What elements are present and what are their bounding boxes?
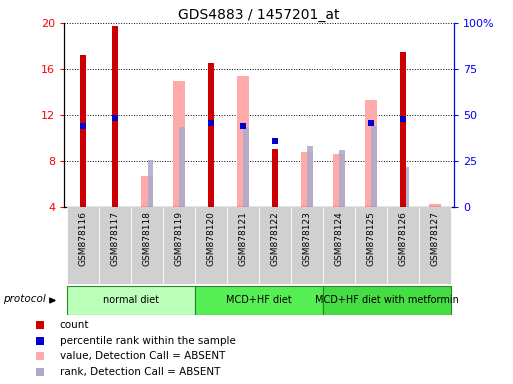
Bar [339,150,345,207]
Bar [141,176,153,207]
Text: GSM878116: GSM878116 [79,211,88,266]
Bar [243,127,249,207]
Bar [403,167,409,207]
Text: GSM878126: GSM878126 [399,211,407,266]
Text: protocol: protocol [3,294,46,304]
Bar [307,146,313,207]
Text: value, Detection Call = ABSENT: value, Detection Call = ABSENT [60,351,225,361]
Text: GSM878120: GSM878120 [207,211,215,266]
Bar [195,286,323,315]
Bar [148,160,153,207]
Title: GDS4883 / 1457201_at: GDS4883 / 1457201_at [179,8,340,22]
Bar [272,149,278,207]
Bar [419,207,451,284]
Text: GSM878119: GSM878119 [174,211,184,266]
Bar [131,207,163,284]
Bar [100,207,131,284]
Bar [365,100,377,207]
Bar [163,207,195,284]
Bar [67,286,195,315]
Bar [237,76,249,207]
Text: percentile rank within the sample: percentile rank within the sample [60,336,235,346]
Bar [301,152,313,207]
Text: GSM878122: GSM878122 [270,211,280,266]
Bar [81,55,86,207]
Text: MCD+HF diet with metformin: MCD+HF diet with metformin [315,295,459,306]
Text: GSM878118: GSM878118 [143,211,152,266]
Bar [67,207,100,284]
Bar [323,207,355,284]
Text: GSM878117: GSM878117 [111,211,120,266]
Bar [259,207,291,284]
Text: rank, Detection Call = ABSENT: rank, Detection Call = ABSENT [60,367,220,377]
Text: MCD+HF diet: MCD+HF diet [226,295,292,306]
Text: count: count [60,320,89,330]
Bar [227,207,259,284]
Text: GSM878125: GSM878125 [366,211,376,266]
Bar [400,52,406,207]
Text: normal diet: normal diet [103,295,160,306]
Bar [112,26,118,207]
Bar [291,207,323,284]
Text: GSM878127: GSM878127 [430,211,439,266]
Text: GSM878123: GSM878123 [303,211,311,266]
Bar [173,81,185,207]
Bar [195,207,227,284]
Bar [323,286,451,315]
Bar [355,207,387,284]
Bar [333,154,345,207]
Text: GSM878121: GSM878121 [239,211,248,266]
Bar [371,126,377,207]
Bar [180,127,185,207]
Bar [429,204,441,207]
Bar [208,63,214,207]
Bar [387,207,419,284]
Text: GSM878124: GSM878124 [334,211,344,266]
